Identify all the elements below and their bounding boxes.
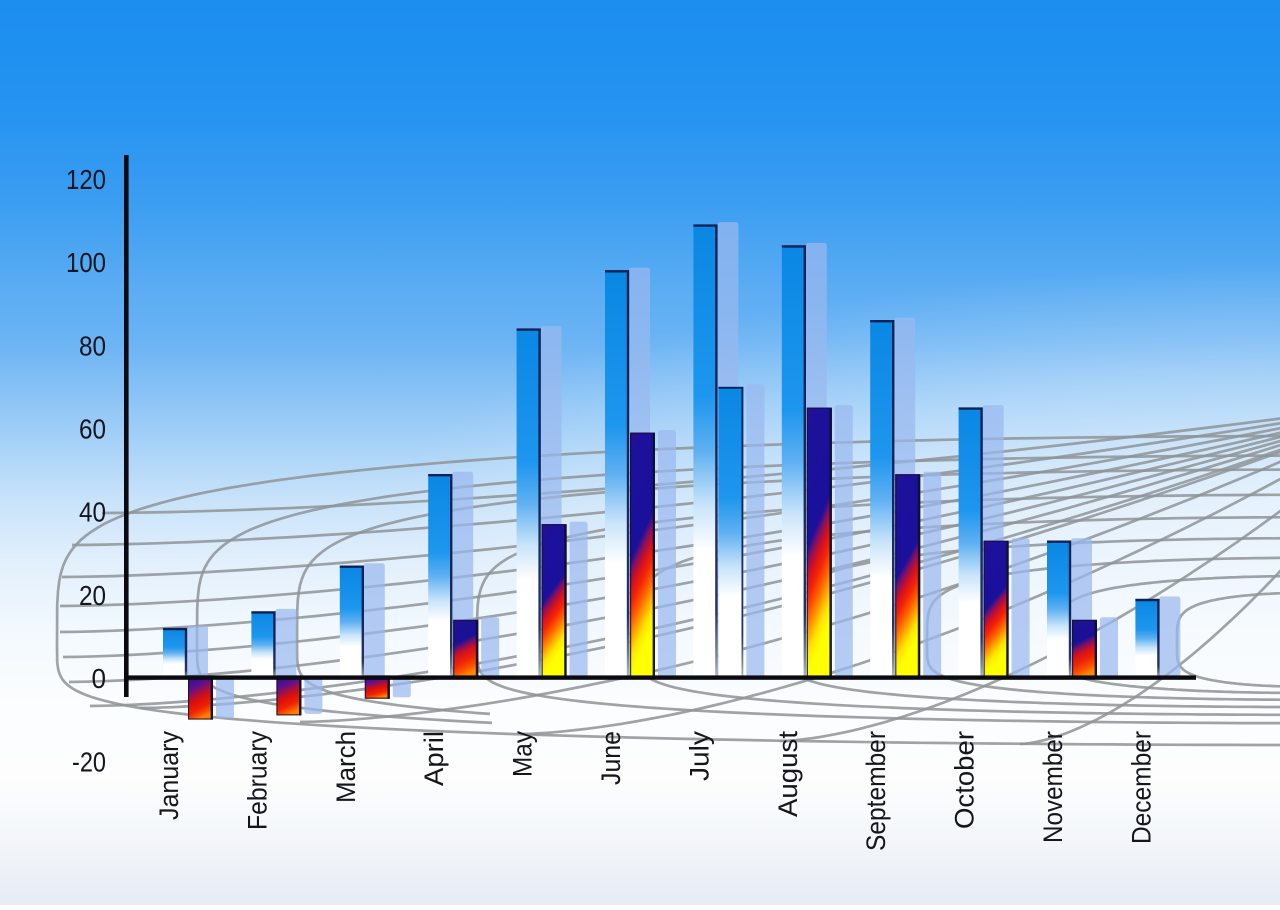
svg-text:20: 20 bbox=[79, 580, 106, 611]
svg-text:February: February bbox=[242, 731, 272, 830]
svg-text:-20: -20 bbox=[72, 746, 106, 777]
svg-text:80: 80 bbox=[79, 330, 106, 361]
svg-text:October: October bbox=[950, 731, 980, 829]
svg-text:May: May bbox=[508, 731, 538, 777]
svg-text:April: April bbox=[419, 731, 449, 786]
svg-text:January: January bbox=[154, 731, 184, 820]
svg-text:September: September bbox=[861, 731, 891, 851]
svg-text:100: 100 bbox=[66, 247, 106, 278]
svg-text:March: March bbox=[331, 731, 361, 803]
svg-text:July: July bbox=[684, 730, 714, 781]
svg-text:June: June bbox=[596, 731, 626, 785]
svg-text:40: 40 bbox=[79, 497, 106, 528]
svg-text:August: August bbox=[773, 730, 803, 817]
svg-text:120: 120 bbox=[66, 164, 106, 195]
svg-text:November: November bbox=[1038, 731, 1068, 843]
svg-text:December: December bbox=[1126, 731, 1156, 844]
svg-text:0: 0 bbox=[92, 663, 107, 694]
svg-text:60: 60 bbox=[79, 414, 106, 445]
